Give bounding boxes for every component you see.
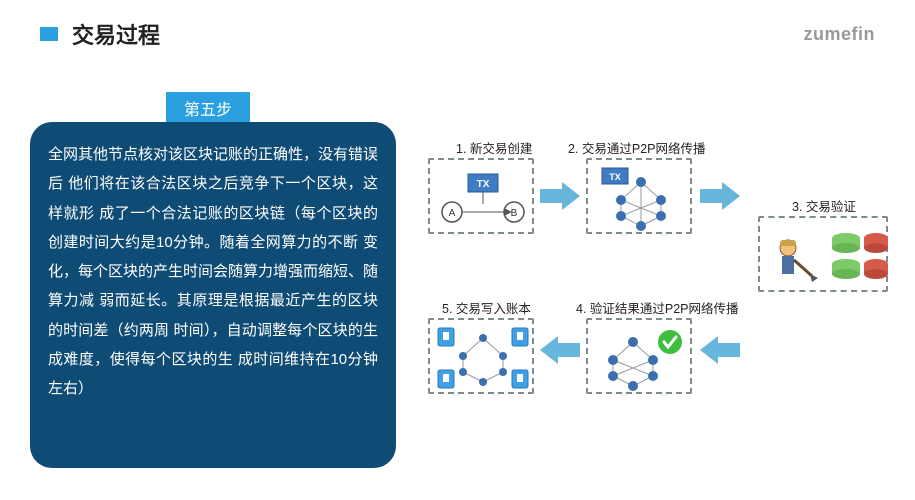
panel2-graphic: TX <box>588 160 694 236</box>
title-bullet-icon <box>40 27 58 41</box>
step-label: 第五步 <box>166 92 250 124</box>
brand-logo: zumefin <box>803 24 875 45</box>
panel5 <box>428 318 534 394</box>
svg-text:TX: TX <box>609 172 621 182</box>
panel3 <box>758 216 888 292</box>
panel5-title: 5. 交易写入账本 <box>442 298 531 317</box>
panel2: TX <box>586 158 692 234</box>
title-wrap: 交易过程 <box>40 18 160 50</box>
explain-text: 全网其他节点核对该区块记账的正确性，没有错误后 他们将在该合法区块之后竞争下一个… <box>48 146 378 397</box>
header: 交易过程 zumefin <box>40 18 875 50</box>
node-b-label: B <box>511 208 518 219</box>
panel2-title: 2. 交易通过P2P网络传播 <box>568 138 706 157</box>
panel1-title: 1. 新交易创建 <box>456 138 532 157</box>
panel1: TX A B <box>428 158 534 234</box>
panel4-graphic <box>588 320 694 396</box>
arrow-4-icon <box>540 336 580 364</box>
panel3-title: 3. 交易验证 <box>792 196 856 215</box>
panel5-graphic <box>430 320 536 396</box>
explain-panel: 全网其他节点核对该区块记账的正确性，没有错误后 他们将在该合法区块之后竞争下一个… <box>30 122 396 468</box>
panel3-graphic <box>760 218 890 294</box>
arrow-3-icon <box>700 336 740 364</box>
flow-diagram: 1. 新交易创建 TX A B 2. 交易通过P2P网络传播 TX <box>410 130 900 460</box>
arrow-2-icon <box>700 182 740 210</box>
page-title: 交易过程 <box>72 18 160 50</box>
node-a-label: A <box>449 208 456 219</box>
arrow-1-icon <box>540 182 580 210</box>
tx-label: TX <box>477 179 490 190</box>
panel4-title: 4. 验证结果通过P2P网络传播 <box>576 298 739 317</box>
panel4 <box>586 318 692 394</box>
panel1-graphic: TX A B <box>430 160 536 236</box>
